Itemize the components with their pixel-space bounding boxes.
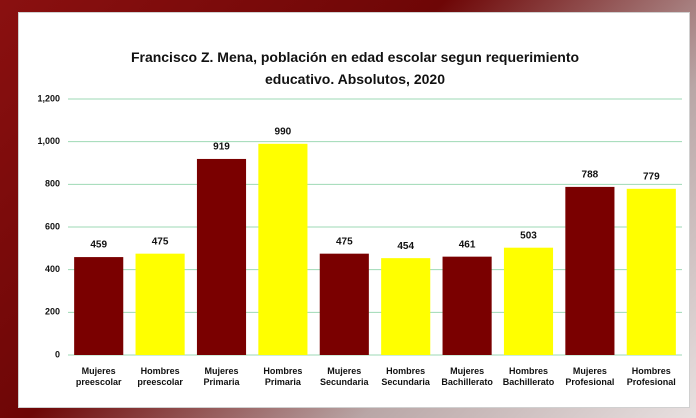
- y-tick-label: 1,000: [37, 136, 60, 146]
- x-tick-label: Mujeres Secundaria: [320, 366, 369, 387]
- data-label: 475: [336, 236, 353, 247]
- bar: [196, 158, 247, 355]
- x-tick-label: Mujeres preescolar: [75, 366, 122, 387]
- bar: [74, 257, 124, 355]
- bar: [319, 253, 369, 355]
- x-tick-label: Mujeres Profesional: [565, 366, 615, 387]
- y-tick-label: 600: [45, 221, 60, 231]
- bar: [503, 247, 554, 355]
- bar: [442, 256, 492, 355]
- bar: [565, 186, 615, 355]
- data-label: 919: [213, 142, 230, 153]
- data-label: 990: [275, 126, 292, 137]
- x-tick-label: Hombres Primaria: [263, 366, 303, 387]
- x-tick-label: Hombres Secundaria: [381, 366, 430, 387]
- y-tick-label: 200: [45, 307, 60, 317]
- bar: [258, 143, 308, 355]
- data-label: 475: [152, 236, 169, 247]
- data-label: 503: [520, 230, 537, 241]
- x-tick-label: Mujeres Primaria: [203, 366, 240, 387]
- x-tick-label: Hombres Bachillerato: [502, 366, 555, 387]
- x-tick-label: Hombres Profesional: [626, 366, 676, 387]
- bar: [626, 188, 676, 355]
- data-label: 459: [90, 240, 107, 251]
- data-label: 461: [459, 239, 476, 250]
- bar: [381, 258, 431, 355]
- x-tick-label: Hombres preescolar: [137, 366, 183, 387]
- bar: [135, 253, 185, 355]
- y-tick-label: 1,200: [37, 93, 60, 103]
- y-tick-label: 400: [45, 264, 60, 274]
- data-label: 454: [397, 241, 414, 252]
- y-tick-label: 800: [45, 179, 60, 189]
- x-tick-label: Mujeres Bachillerato: [441, 366, 493, 387]
- data-label: 779: [643, 171, 660, 182]
- chart-title: Francisco Z. Mena, población en edad esc…: [130, 49, 580, 87]
- data-label: 788: [582, 170, 599, 181]
- y-tick-label: 0: [55, 349, 60, 359]
